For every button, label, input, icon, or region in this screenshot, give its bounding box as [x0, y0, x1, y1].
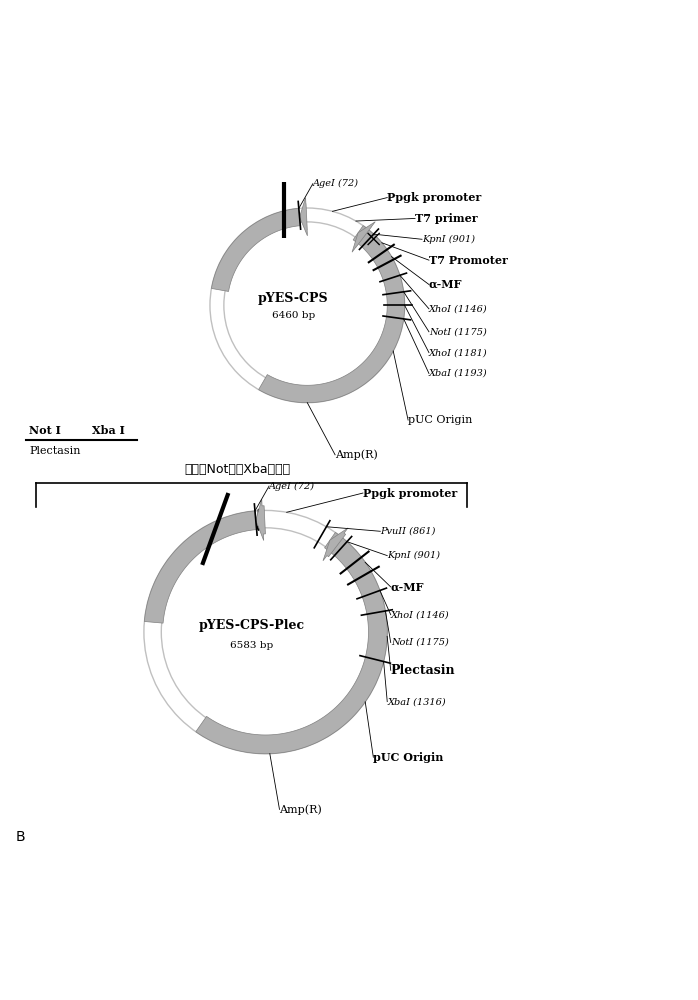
Text: Ppgk promoter: Ppgk promoter [387, 192, 482, 203]
FancyArrow shape [255, 499, 265, 541]
Polygon shape [259, 226, 405, 403]
Polygon shape [211, 208, 300, 291]
Text: Not I: Not I [29, 425, 61, 436]
Text: XhoI (1181): XhoI (1181) [429, 348, 488, 357]
Text: XbaI (1193): XbaI (1193) [429, 369, 488, 378]
Text: T7 primer: T7 primer [415, 213, 477, 224]
Text: Plectasin: Plectasin [29, 446, 81, 456]
Text: α-MF: α-MF [429, 279, 463, 290]
Text: B: B [15, 830, 25, 844]
Text: Amp(R): Amp(R) [335, 450, 378, 460]
Text: PvuII (861): PvuII (861) [380, 527, 436, 536]
Text: Xba I: Xba I [91, 425, 125, 436]
Text: Plectasin: Plectasin [391, 664, 455, 677]
Text: 6460 bp: 6460 bp [272, 311, 315, 320]
FancyArrow shape [323, 528, 348, 561]
FancyArrow shape [352, 222, 376, 252]
Text: AgeI (72): AgeI (72) [269, 482, 315, 491]
Text: NotI (1175): NotI (1175) [429, 327, 487, 336]
Text: 6583 bp: 6583 bp [230, 641, 274, 650]
Text: Ppgk promoter: Ppgk promoter [363, 488, 457, 499]
Text: pYES-CPS: pYES-CPS [258, 292, 329, 305]
Text: KpnI (901): KpnI (901) [387, 551, 440, 560]
Text: pYES-CPS-Plec: pYES-CPS-Plec [199, 619, 305, 632]
Text: XhoI (1146): XhoI (1146) [391, 610, 450, 619]
Text: 分别用Not（和Xba）酶切: 分别用Not（和Xba）酶切 [185, 463, 291, 476]
Text: XhoI (1146): XhoI (1146) [429, 304, 488, 313]
Text: pUC Origin: pUC Origin [373, 752, 444, 763]
Text: T7 Promoter: T7 Promoter [429, 255, 508, 266]
Text: Amp(R): Amp(R) [279, 804, 322, 815]
Text: α-MF: α-MF [391, 581, 424, 592]
Text: KpnI (901): KpnI (901) [422, 235, 475, 244]
Text: AgeI (72): AgeI (72) [313, 179, 359, 188]
Text: NotI (1175): NotI (1175) [391, 638, 448, 647]
Text: XbaI (1316): XbaI (1316) [387, 697, 446, 706]
Text: pUC Origin: pUC Origin [408, 415, 473, 425]
FancyArrow shape [299, 198, 307, 236]
Polygon shape [144, 511, 257, 623]
Polygon shape [196, 532, 387, 754]
